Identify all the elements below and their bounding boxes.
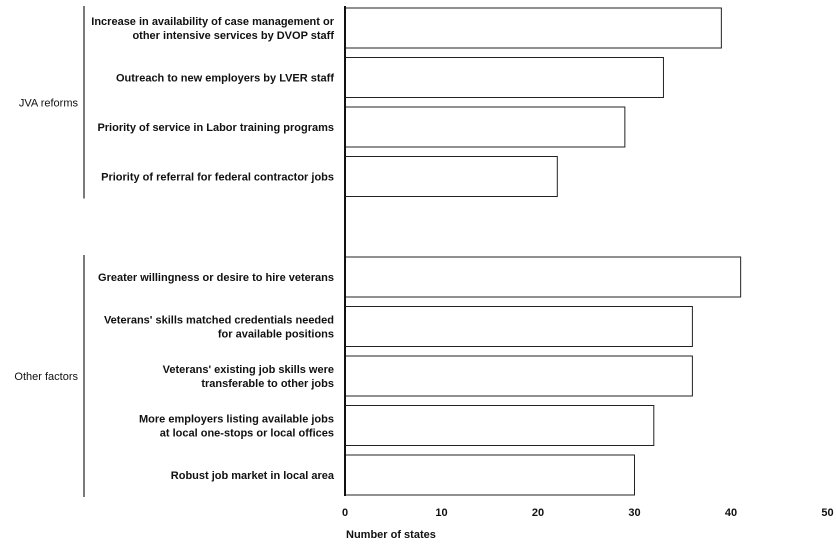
x-tick-label: 30: [628, 507, 640, 519]
bar: [344, 306, 693, 347]
bar: [344, 7, 722, 49]
bar: [344, 454, 635, 496]
bar: [344, 355, 693, 397]
bar: [344, 405, 655, 446]
x-tick-label: 50: [821, 507, 833, 519]
bars: [344, 7, 742, 496]
category-label: More employers listing available jobs: [139, 414, 334, 426]
x-tick-label: 10: [435, 507, 447, 519]
category-label: Veterans' skills matched credentials nee…: [104, 315, 334, 327]
category-label: Greater willingness or desire to hire ve…: [98, 272, 334, 284]
group-labels: JVA reforms Other factors: [14, 97, 78, 383]
x-tick-labels: 0 10 20 30 40 50: [342, 507, 834, 519]
x-axis-title: Number of states: [346, 529, 436, 541]
category-labels: Increase in availability of case managem…: [91, 16, 335, 482]
category-label: Priority of service in Labor training pr…: [97, 122, 334, 134]
bar: [344, 256, 742, 298]
category-label: at local one-stops or local offices: [160, 428, 334, 440]
bar: [344, 57, 664, 98]
x-tick-label: 20: [532, 507, 544, 519]
bar: [344, 106, 626, 148]
category-label: Increase in availability of case managem…: [91, 16, 334, 28]
x-tick-label: 40: [725, 507, 737, 519]
bar: [344, 156, 558, 197]
group-label: JVA reforms: [19, 97, 79, 109]
x-tick-label: 0: [342, 507, 348, 519]
category-label: Robust job market in local area: [171, 470, 335, 482]
category-label: other intensive services by DVOP staff: [132, 30, 334, 42]
category-label: Veterans' existing job skills were: [163, 364, 334, 376]
category-label: for available positions: [218, 329, 334, 341]
category-label: Priority of referral for federal contrac…: [101, 172, 334, 184]
category-label: transferable to other jobs: [201, 378, 334, 390]
group-label: Other factors: [14, 371, 78, 383]
category-label: Outreach to new employers by LVER staff: [116, 73, 334, 85]
